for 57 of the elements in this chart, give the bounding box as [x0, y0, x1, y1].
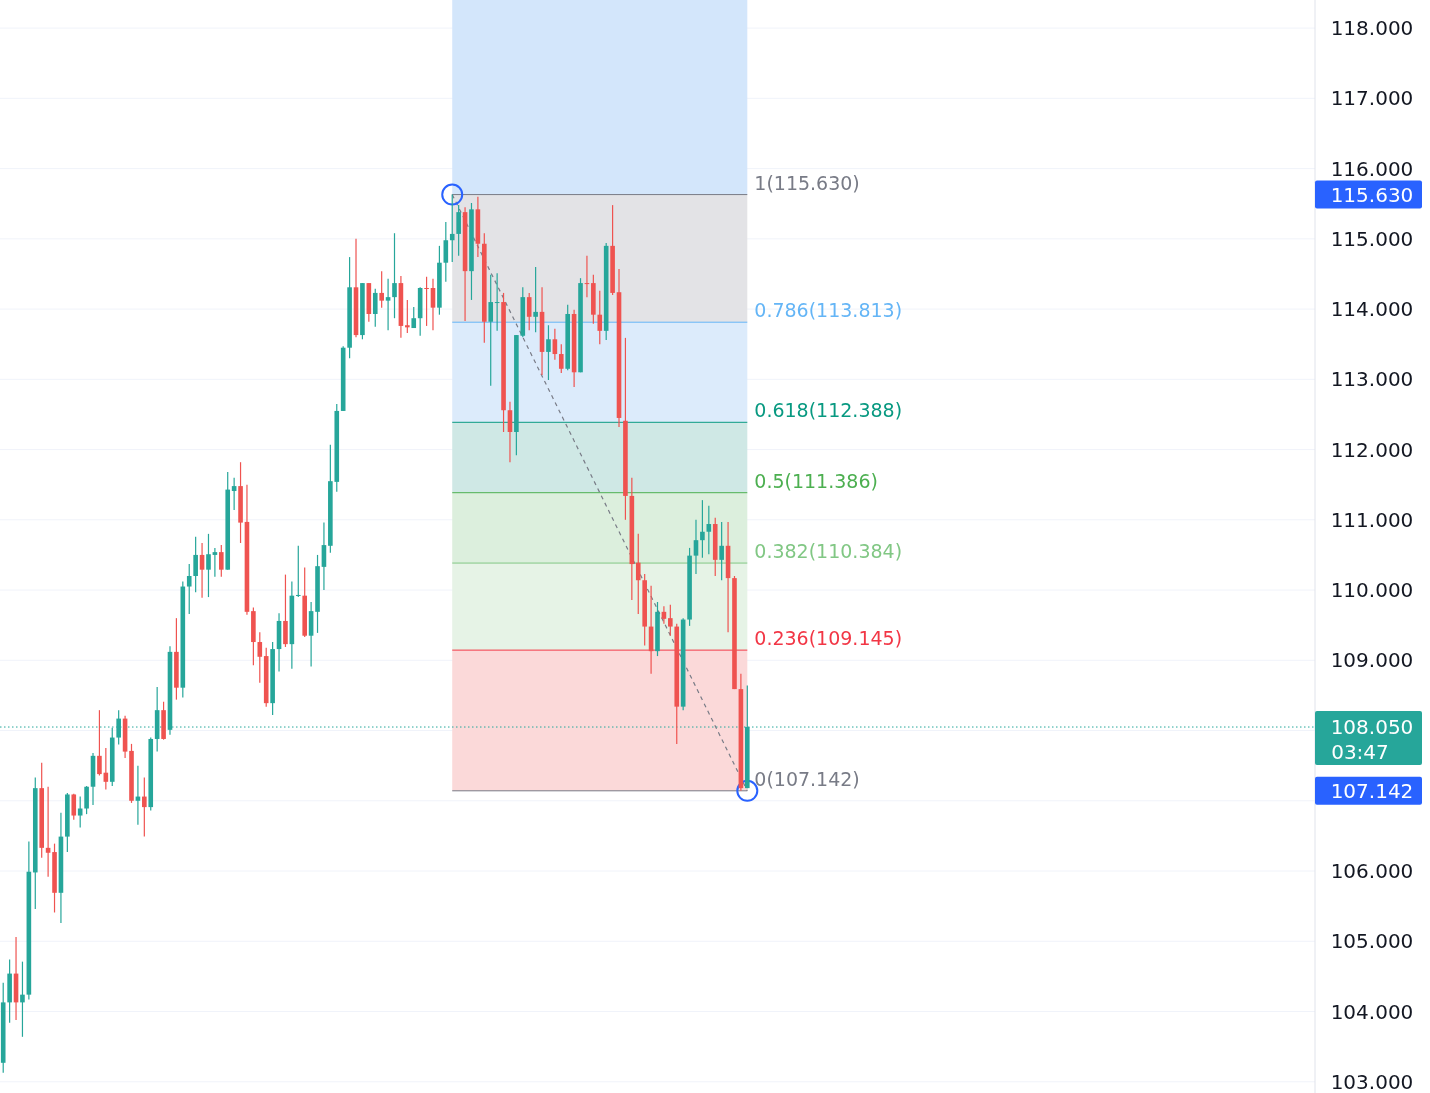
candlestick: [456, 204, 461, 257]
candlestick: [385, 278, 391, 331]
candlestick: [193, 536, 198, 593]
candlestick: [392, 232, 397, 319]
ref-line-label: 0.786(113.813): [754, 299, 903, 322]
candlestick: [558, 343, 564, 374]
y-tick-label: 105.000: [1330, 929, 1414, 954]
candlestick: [635, 533, 641, 615]
y-tick-label: 118.000: [1330, 16, 1414, 41]
candlestick: [283, 574, 288, 648]
candlestick: [142, 777, 147, 838]
candlestick: [84, 785, 89, 815]
candlestick: [424, 276, 429, 327]
candlestick: [219, 544, 224, 578]
candlestick: [597, 290, 603, 345]
y-tick-label: 112.000: [1330, 437, 1414, 462]
candlestick: [372, 288, 378, 328]
candlestick: [693, 519, 699, 575]
y-tick-label: 116.000: [1330, 156, 1414, 181]
ref-line-label: 0(107.142): [754, 767, 860, 790]
text: 107.142: [1330, 778, 1414, 803]
y-tick-label: 106.000: [1330, 859, 1414, 884]
y-tick-label: 109.000: [1330, 648, 1414, 673]
candlestick: [526, 292, 532, 331]
candlestick: [257, 631, 263, 684]
y-tick-label: 104.000: [1330, 999, 1414, 1024]
candlestick: [206, 533, 211, 598]
ref-line-label: 0.5(111.386): [754, 469, 878, 492]
y-tick-label: 103.000: [1330, 1069, 1414, 1093]
ref-line-label: 1(115.630): [754, 171, 860, 194]
candlestick: [546, 324, 551, 381]
text: 115.630: [1330, 182, 1414, 207]
candlestick: [97, 709, 102, 777]
ref-line-label: 0.236(109.145): [754, 627, 903, 650]
candlestick: [719, 521, 724, 581]
ref-line-label: 0.382(110.384): [754, 540, 903, 563]
ref-line-label: 0.618(112.388): [754, 399, 903, 422]
y-tick-label: 111.000: [1330, 507, 1414, 532]
candlestick: [533, 266, 538, 333]
y-tick-label: 114.000: [1330, 297, 1414, 322]
candlestick: [20, 961, 25, 1038]
candlestick: [449, 193, 455, 263]
candlestick: [488, 274, 494, 387]
candlestick: [668, 604, 673, 637]
y-tick-label: 115.000: [1330, 226, 1414, 251]
ref-line-label: 108.050: [1330, 715, 1414, 740]
y-tick-label: 110.000: [1330, 578, 1414, 603]
candlestick: [379, 270, 384, 309]
candlestick: [295, 545, 301, 598]
y-tick-label: 113.000: [1330, 367, 1414, 392]
candlestick: [186, 563, 192, 615]
candlestick: [212, 547, 218, 578]
candlestick: [405, 299, 410, 334]
text: 03:47: [1331, 740, 1389, 765]
y-tick-label: 117.000: [1330, 86, 1414, 111]
candlestick: [71, 793, 77, 821]
candlestick: [700, 499, 705, 559]
